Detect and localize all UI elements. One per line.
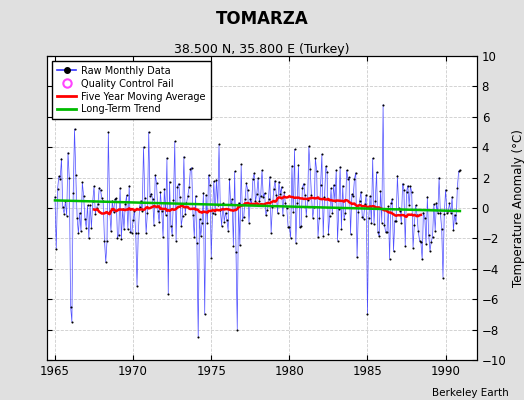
Title: 38.500 N, 35.800 E (Turkey): 38.500 N, 35.800 E (Turkey) — [174, 43, 350, 56]
Text: Berkeley Earth: Berkeley Earth — [432, 388, 508, 398]
Text: TOMARZA: TOMARZA — [215, 10, 309, 28]
Legend: Raw Monthly Data, Quality Control Fail, Five Year Moving Average, Long-Term Tren: Raw Monthly Data, Quality Control Fail, … — [52, 61, 211, 119]
Y-axis label: Temperature Anomaly (°C): Temperature Anomaly (°C) — [512, 129, 524, 287]
